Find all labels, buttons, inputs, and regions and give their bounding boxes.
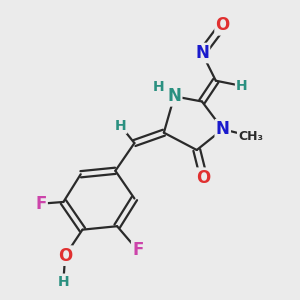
Text: N: N: [216, 120, 230, 138]
Text: N: N: [195, 44, 209, 62]
Text: H: H: [115, 119, 126, 133]
Text: O: O: [196, 169, 211, 187]
Text: CH₃: CH₃: [238, 130, 263, 142]
Text: F: F: [35, 195, 46, 213]
Text: F: F: [132, 242, 144, 260]
Text: N: N: [167, 87, 181, 105]
Text: O: O: [58, 247, 72, 265]
Text: H: H: [58, 274, 69, 289]
Text: H: H: [153, 80, 164, 94]
Text: O: O: [216, 16, 230, 34]
Text: H: H: [236, 79, 248, 93]
